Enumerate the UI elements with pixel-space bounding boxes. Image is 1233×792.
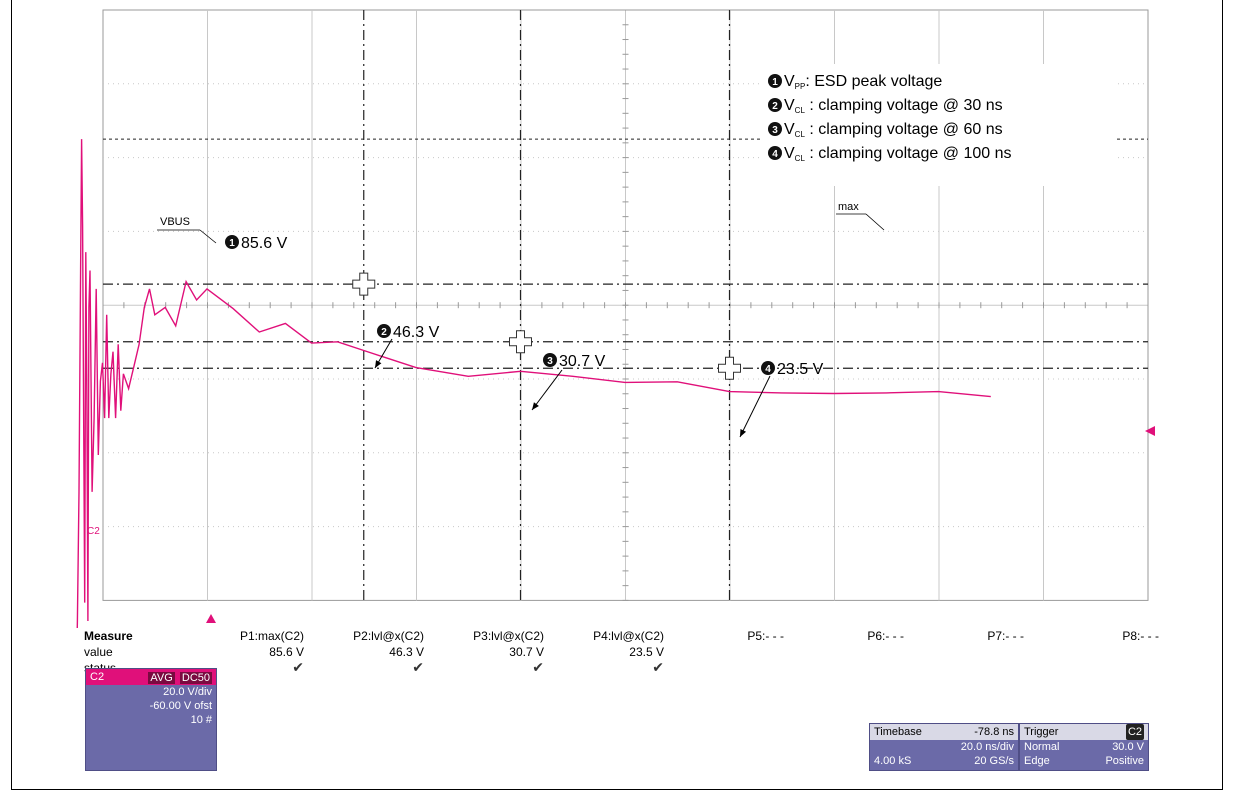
trigger-panel[interactable]: Trigger C2 Normal 30.0 V Edge Positive (1019, 723, 1149, 771)
measure-title: Measure (84, 629, 133, 643)
value-row-label: value (84, 645, 113, 659)
timebase-offset: -78.8 ns (974, 726, 1014, 738)
param-value-8 (1049, 644, 1159, 660)
sweeps: 10 # (190, 714, 212, 726)
param-header-2: P2:lvl@x(C2) (353, 629, 424, 643)
svg-text:2: 2 (381, 327, 387, 338)
trigger-mode: Normal (1024, 741, 1060, 753)
oscilloscope-chart: 1 85.6 V 2 46.3 V 3 30.7 V 4 23.5 V 1 VPP: ESD p… (76, 9, 1155, 628)
param-status-5 (674, 660, 784, 676)
svg-text:VCL : clamping voltage @ 60 ns: VCL : clamping voltage @ 60 ns (784, 121, 1003, 139)
svg-text:1: 1 (229, 238, 235, 249)
param-header-7: P7:- - - (987, 629, 1024, 643)
marker-4: 4 (761, 361, 775, 375)
cursor-cross-4 (718, 356, 741, 380)
channel-name: C2 (90, 671, 105, 683)
channel-panel[interactable]: C2 AVG DC50 20.0 V/div -60.00 V ofst 10 … (85, 668, 217, 771)
legend: 1 VPP: ESD peak voltage 2 VCL : clamping vo… (760, 64, 1115, 186)
annotation-4: 23.5 V (777, 361, 824, 378)
param-header-4: P4:lvl@x(C2) (593, 629, 664, 643)
legend-entry-2: 2 VCL : clamping voltage @ 30 ns (768, 97, 1003, 115)
offset: -60.00 V ofst (149, 700, 212, 712)
svg-text:VCL : clamping voltage @ 30 ns: VCL : clamping voltage @ 30 ns (784, 97, 1003, 115)
cursor-cross-2 (352, 272, 376, 296)
param-value-1: 85.6 V (269, 645, 304, 659)
param-header-3: P3:lvl@x(C2) (473, 629, 544, 643)
legend-entry-3: 3 VCL : clamping voltage @ 60 ns (768, 121, 1003, 139)
trigger-type: Edge (1024, 755, 1050, 767)
marker-3: 3 (543, 353, 557, 367)
param-value-2: 46.3 V (389, 645, 424, 659)
param-value-5 (674, 644, 784, 660)
svg-text:3: 3 (547, 356, 553, 367)
trigger-level-arrow (1145, 426, 1155, 436)
max-label: max (838, 201, 859, 213)
trigger-channel: C2 (1125, 724, 1144, 740)
svg-text:4: 4 (765, 364, 771, 375)
dc50-badge: DC50 (179, 672, 212, 684)
param-value-3: 30.7 V (509, 645, 544, 659)
figure-frame (11, 0, 1223, 790)
param-header-5: P5:- - - (747, 629, 784, 643)
trigger-level: 30.0 V (1112, 741, 1144, 753)
trace-c2 (76, 139, 991, 628)
param-status-1: ✔ (292, 660, 304, 676)
cursor-cross-3 (509, 330, 532, 354)
svg-text:VCL : clamping voltage @ 100 n: VCL : clamping voltage @ 100 ns (784, 145, 1011, 163)
param-status-4: ✔ (652, 660, 664, 676)
svg-text:2: 2 (772, 101, 778, 112)
avg-badge: AVG (148, 672, 175, 684)
param-value-4: 23.5 V (629, 645, 664, 659)
timebase-title: Timebase (874, 726, 922, 738)
param-header-6: P6:- - - (867, 629, 904, 643)
param-status-3: ✔ (532, 660, 544, 676)
marker-2: 2 (377, 324, 391, 338)
param-value-7 (914, 644, 1024, 660)
svg-text:1: 1 (772, 77, 778, 88)
legend-entry-1: 1 VPP: ESD peak voltage (768, 73, 942, 91)
svg-text:3: 3 (772, 125, 778, 136)
timebase-samples: 4.00 kS (874, 755, 912, 767)
channel-label: C2 (87, 526, 100, 537)
trigger-title: Trigger (1024, 726, 1059, 738)
vbus-label: VBUS (160, 216, 190, 228)
svg-text:4: 4 (772, 149, 778, 160)
annotation-2: 46.3 V (393, 324, 440, 341)
trigger-time-arrow (206, 614, 216, 623)
param-status-8 (1049, 660, 1159, 676)
timebase-rate: 20 GS/s (974, 755, 1014, 767)
param-status-7 (914, 660, 1024, 676)
param-header-1: P1:max(C2) (239, 629, 304, 643)
param-value-6 (794, 644, 904, 660)
marker-1: 1 (225, 235, 239, 249)
legend-entry-4: 4 VCL : clamping voltage @ 100 ns (768, 145, 1011, 163)
param-status-6 (794, 660, 904, 676)
volts-per-div: 20.0 V/div (163, 686, 212, 698)
timebase-panel[interactable]: Timebase -78.8 ns 20.0 ns/div 4.00 kS 20… (869, 723, 1019, 771)
annotation-1: 85.6 V (241, 235, 288, 252)
timebase-per-div: 20.0 ns/div (960, 741, 1014, 753)
measurement-marks: 1 85.6 V 2 46.3 V 3 30.7 V 4 23.5 V (225, 235, 824, 438)
annotation-3: 30.7 V (559, 353, 606, 370)
trigger-slope: Positive (1105, 755, 1144, 767)
trace-labels: VBUS max C2 (87, 201, 1155, 623)
svg-text:VPP: ESD peak voltage: VPP: ESD peak voltage (784, 73, 942, 91)
param-status-2: ✔ (412, 660, 424, 676)
cursor-lines (103, 10, 1148, 601)
param-header-8: P8:- - - (1122, 629, 1159, 643)
